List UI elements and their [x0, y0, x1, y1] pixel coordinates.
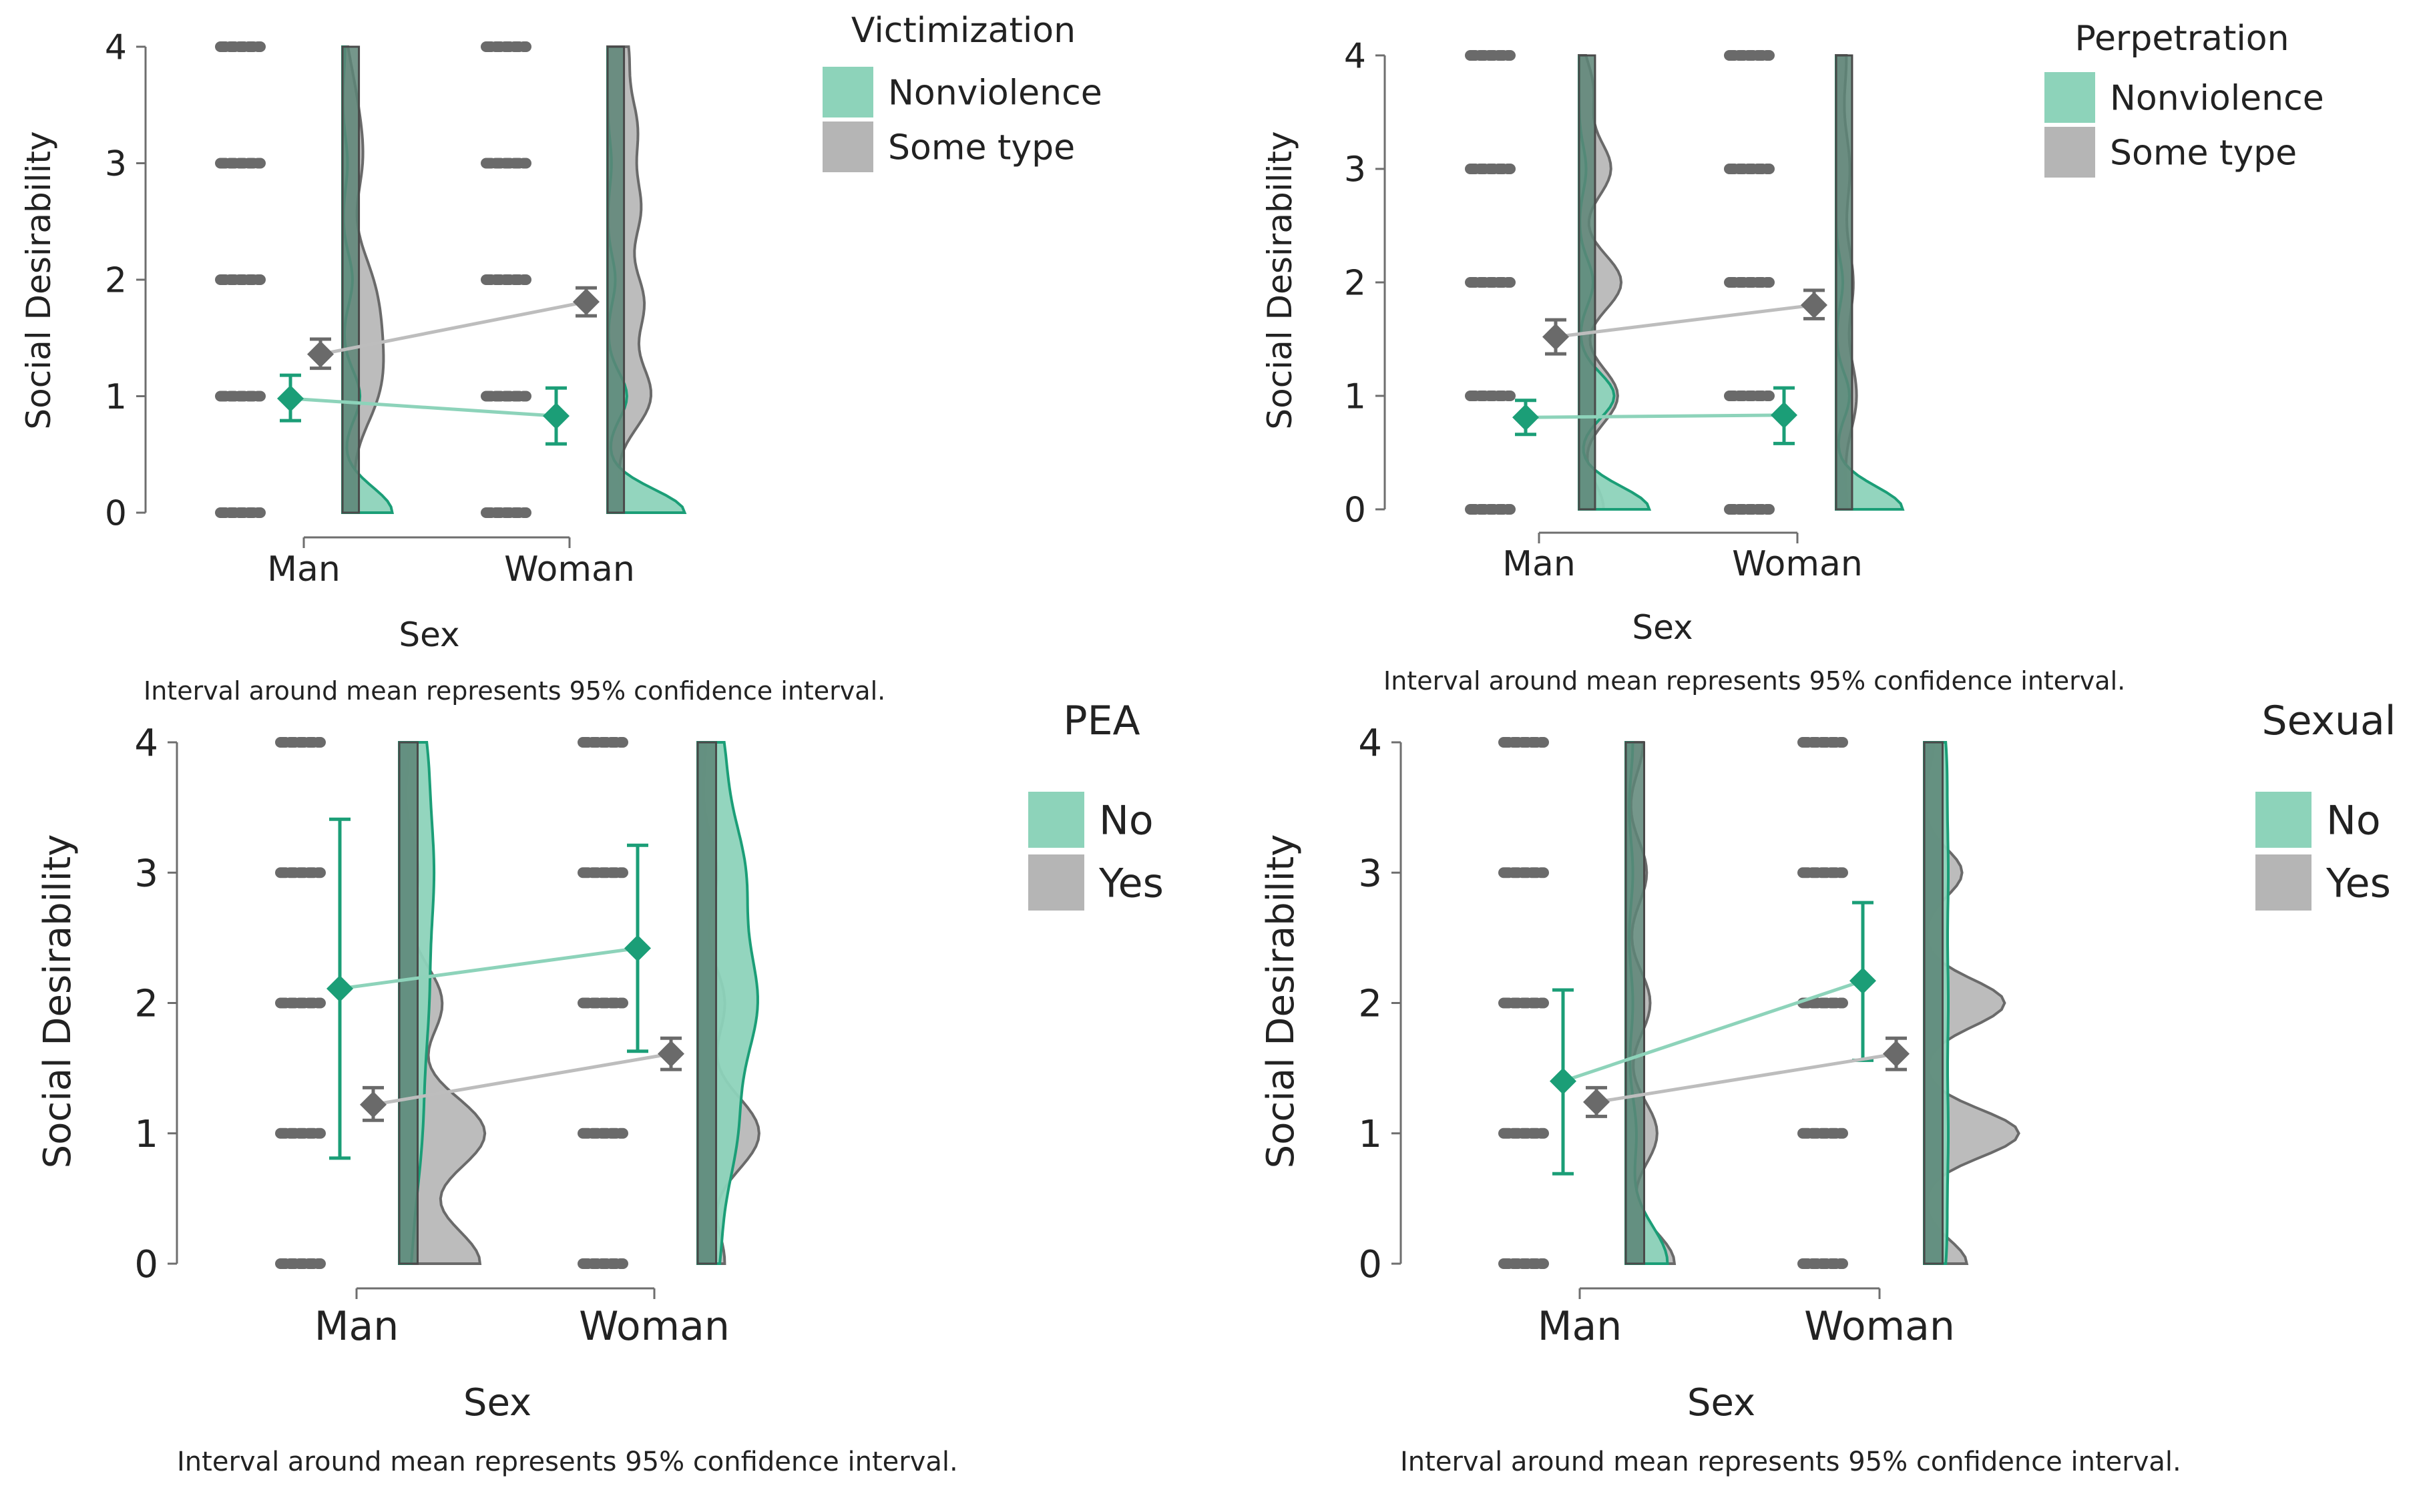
- mean-marker-yes-woman: [658, 1040, 684, 1067]
- x-tick-label-woman: Woman: [579, 1303, 730, 1350]
- legend-title: PEA: [1063, 698, 1140, 744]
- y-tick-label: 1: [1358, 1113, 1382, 1156]
- y-tick-label: 2: [1358, 983, 1382, 1026]
- mean-marker-nonviolence-man: [1512, 404, 1539, 431]
- legend-label: Nonviolence: [2110, 79, 2324, 119]
- mean-marker-nonviolence-woman: [1771, 401, 1797, 429]
- y-tick-label: 3: [134, 852, 158, 895]
- mean-line-nonviolence: [290, 397, 557, 418]
- mean-marker-some-type-man: [1542, 323, 1569, 350]
- x-tick-label-woman: Woman: [1804, 1303, 1955, 1350]
- legend-swatch-yes: [2255, 854, 2311, 911]
- density-overlap-woman: [606, 45, 626, 514]
- caption: Interval around mean represents 95% conf…: [1383, 666, 2125, 696]
- y-axis-title: Social Desirability: [1259, 834, 1303, 1169]
- mean-line-no: [1562, 979, 1863, 1083]
- mean-marker-some-type-woman: [1801, 292, 1827, 318]
- legend-swatch-nonviolence: [823, 67, 873, 117]
- x-axis-title: Sex: [463, 1381, 531, 1425]
- mean-marker-some-type-woman: [573, 288, 600, 316]
- legend-label: Nonviolence: [888, 73, 1102, 113]
- y-tick-label: 1: [134, 1113, 158, 1156]
- mean-line-no: [339, 947, 638, 991]
- y-tick-label: 2: [1344, 264, 1366, 304]
- mean-marker-some-type-man: [307, 340, 334, 368]
- mean-line-some-type: [320, 300, 587, 356]
- x-axis-title: Sex: [1687, 1381, 1755, 1425]
- legend-swatch-some-type: [823, 121, 873, 172]
- panel-4: 0 1 2 3 4 Social Desirability Man Woman Sex Inter…: [1259, 698, 2396, 1477]
- density-overlap-woman: [1835, 54, 1853, 511]
- legend-label: No: [2326, 798, 2381, 844]
- mean-line-yes: [373, 1052, 672, 1107]
- y-axis-title: Social Desirability: [19, 131, 58, 429]
- caption: Interval around mean represents 95% conf…: [177, 1447, 958, 1477]
- caption: Interval around mean represents 95% conf…: [1400, 1447, 2181, 1477]
- y-tick-label: 4: [1344, 37, 1366, 77]
- legend-label: Some type: [2110, 134, 2297, 174]
- y-tick-label: 0: [1344, 491, 1366, 531]
- legend-title: Victimization: [851, 11, 1076, 51]
- y-tick-label: 3: [1358, 852, 1382, 895]
- y-tick-label: 1: [105, 377, 127, 417]
- mean-marker-yes-man: [360, 1091, 387, 1118]
- y-tick-label: 0: [1358, 1243, 1382, 1286]
- mean-marker-no-man: [326, 975, 353, 1003]
- x-axis-title: Sex: [399, 615, 459, 654]
- y-tick-label: 4: [1358, 722, 1382, 765]
- legend-label: Some type: [888, 128, 1075, 168]
- y-axis-title: Social Desirability: [1261, 131, 1299, 429]
- mean-marker-yes-woman: [1883, 1040, 1910, 1067]
- y-tick-label: 4: [105, 28, 127, 68]
- y-tick-label: 0: [105, 494, 127, 534]
- legend-swatch-some-type: [2044, 127, 2095, 178]
- legend-swatch-yes: [1028, 854, 1084, 911]
- legend-label: No: [1099, 798, 1154, 844]
- density-overlap-man: [1624, 741, 1645, 1265]
- mean-line-nonviolence: [1525, 413, 1785, 419]
- panel-3: 0 1 2 3 4 Social Desirability Man Woman Sex Inter…: [36, 698, 1164, 1477]
- x-tick-label-woman: Woman: [1732, 544, 1863, 584]
- density-overlap-woman: [696, 741, 717, 1265]
- density-overlap-man: [398, 741, 419, 1265]
- legend-label: Yes: [1098, 860, 1164, 907]
- mean-line-some-type: [1555, 303, 1815, 339]
- mean-marker-no-man: [1550, 1067, 1576, 1095]
- y-tick-label: 1: [1344, 377, 1366, 417]
- legend-swatch-no: [2255, 792, 2311, 848]
- mean-marker-nonviolence-woman: [543, 403, 570, 430]
- caption: Interval around mean represents 95% conf…: [144, 676, 885, 706]
- y-tick-label: 0: [134, 1243, 158, 1286]
- y-axis-title: Social Desirability: [36, 834, 79, 1169]
- mean-marker-no-woman: [624, 935, 651, 962]
- mean-marker-nonviolence-man: [277, 385, 304, 412]
- panel-2: 0 1 2 3 4 Social Desirability Man Woman Sex Inter…: [1261, 19, 2324, 696]
- panel-1: 0 1 2 3 4 Social Desirability Man Woman Sex Inter…: [19, 11, 1102, 706]
- density-overlap-woman: [1923, 741, 1944, 1265]
- mean-marker-yes-man: [1583, 1088, 1610, 1115]
- x-tick-label-woman: Woman: [504, 549, 635, 589]
- legend-swatch-no: [1028, 792, 1084, 848]
- legend-label: Yes: [2326, 860, 2391, 907]
- legend-title: Sexual: [2262, 698, 2396, 744]
- y-tick-label: 3: [105, 144, 127, 184]
- mean-line-yes: [1596, 1052, 1897, 1104]
- y-tick-label: 2: [105, 261, 127, 301]
- y-tick-label: 3: [1344, 150, 1366, 190]
- legend-swatch-nonviolence: [2044, 72, 2095, 123]
- x-tick-label-man: Man: [314, 1303, 399, 1350]
- legend-title: Perpetration: [2074, 19, 2289, 59]
- y-tick-label: 2: [134, 983, 158, 1026]
- x-tick-label-man: Man: [1538, 1303, 1622, 1350]
- y-tick-label: 4: [134, 722, 158, 765]
- density-overlap-man: [341, 45, 361, 514]
- mean-marker-no-woman: [1849, 967, 1876, 995]
- x-tick-label-man: Man: [1502, 544, 1576, 584]
- x-tick-label-man: Man: [267, 549, 341, 589]
- density-overlap-man: [1578, 54, 1596, 511]
- x-axis-title: Sex: [1632, 608, 1693, 647]
